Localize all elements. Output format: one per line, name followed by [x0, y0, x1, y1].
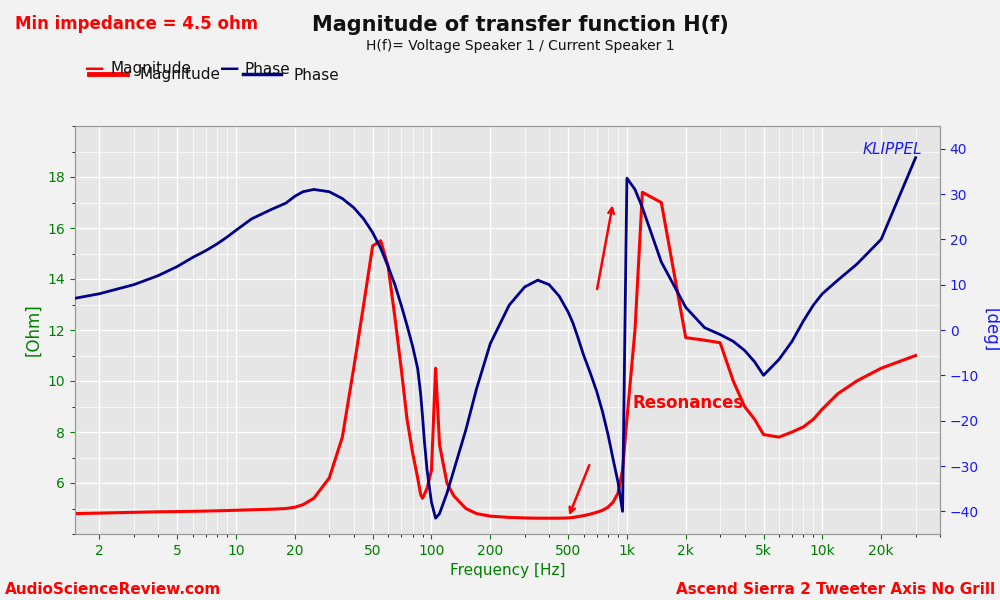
Text: Min impedance = 4.5 ohm: Min impedance = 4.5 ohm — [15, 15, 258, 33]
Text: KLIPPEL: KLIPPEL — [863, 142, 923, 157]
Text: AudioScienceReview.com: AudioScienceReview.com — [5, 582, 221, 597]
Text: Resonances: Resonances — [633, 394, 744, 412]
Text: Magnitude: Magnitude — [110, 61, 191, 76]
Text: Phase: Phase — [245, 61, 291, 76]
Text: Ascend Sierra 2 Tweeter Axis No Grill: Ascend Sierra 2 Tweeter Axis No Grill — [676, 582, 995, 597]
Text: —: — — [220, 59, 239, 79]
Text: —: — — [85, 59, 104, 79]
Legend: Magnitude, Phase: Magnitude, Phase — [83, 61, 345, 89]
Y-axis label: [Ohm]: [Ohm] — [24, 304, 42, 356]
Text: H(f)= Voltage Speaker 1 / Current Speaker 1: H(f)= Voltage Speaker 1 / Current Speake… — [366, 39, 674, 53]
Y-axis label: [deg]: [deg] — [982, 308, 1000, 352]
Text: Magnitude of transfer function H(f): Magnitude of transfer function H(f) — [312, 15, 728, 35]
X-axis label: Frequency [Hz]: Frequency [Hz] — [450, 563, 565, 578]
